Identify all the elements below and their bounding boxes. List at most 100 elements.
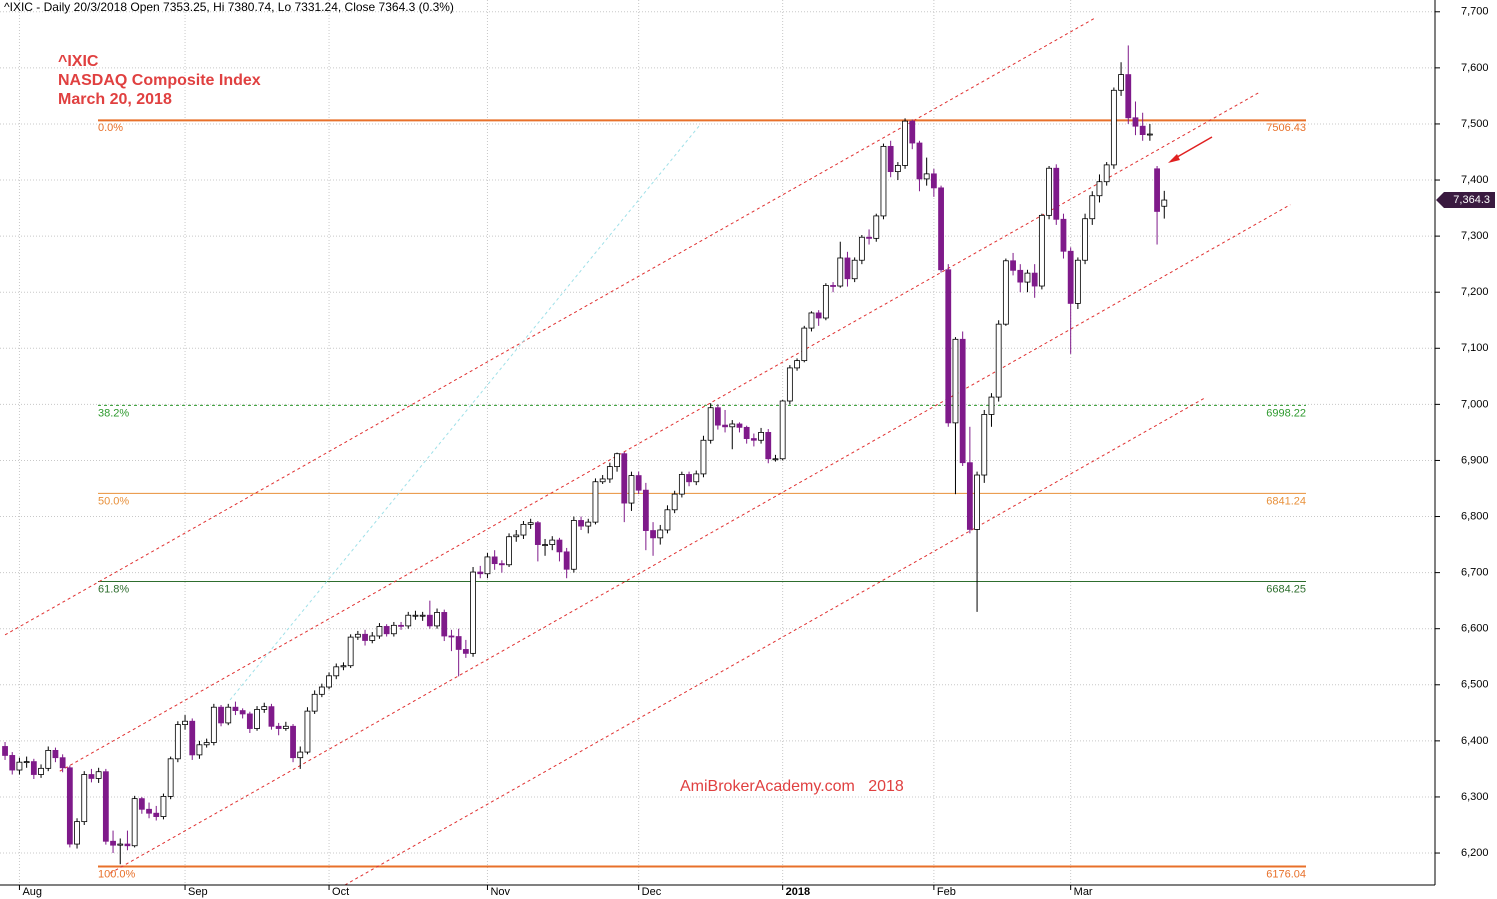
x-tick-label: Dec [642, 886, 662, 898]
candle-body [736, 423, 743, 428]
candle-body [81, 774, 88, 823]
trendline [4, 17, 1096, 636]
candle-body [822, 285, 829, 319]
candle-body [1146, 133, 1153, 136]
candle-body [1038, 214, 1045, 287]
candle-body [30, 761, 37, 775]
y-tick-label: 6,800 [1461, 510, 1489, 522]
candle-body [556, 539, 563, 553]
candle-body [894, 165, 901, 173]
candle-body [254, 709, 260, 729]
candle-body [628, 475, 635, 504]
candle-body [923, 173, 930, 180]
candle-body [297, 751, 304, 759]
candle-body [376, 626, 383, 637]
candle-body [887, 145, 894, 173]
x-tick-label: Oct [332, 886, 349, 898]
candle-body [866, 236, 872, 239]
y-tick-label: 6,500 [1461, 679, 1489, 691]
y-tick-label: 6,900 [1461, 454, 1489, 466]
candle-body [880, 145, 887, 217]
candle-body [534, 522, 541, 545]
candle-body [354, 633, 361, 638]
y-tick-label: 7,400 [1461, 174, 1489, 186]
candle-body [261, 706, 268, 710]
candle-body [678, 474, 685, 495]
y-tick-label: 6,600 [1461, 623, 1489, 635]
x-tick-label: Mar [1074, 886, 1093, 898]
fib-value: 6684.25 [1266, 583, 1306, 595]
arrow [1171, 136, 1213, 161]
last-price-tag [1436, 192, 1495, 209]
candle-body [146, 808, 152, 814]
candle-body [902, 120, 908, 166]
candle-body [830, 285, 836, 287]
fib-value: 7506.43 [1266, 122, 1306, 134]
trendline [229, 124, 701, 701]
candle-body [16, 761, 23, 771]
fib-value: 6998.22 [1266, 407, 1306, 419]
candle-body [614, 453, 620, 468]
candle-body [333, 666, 340, 677]
candle-body [621, 453, 628, 504]
candle-body [405, 614, 412, 627]
candle-body [578, 520, 584, 527]
candle-body [1074, 259, 1081, 304]
candle-body [1154, 168, 1160, 212]
candle-body [52, 749, 59, 759]
candle-body [837, 257, 844, 287]
candle-body [1067, 250, 1074, 304]
candle-body [592, 481, 599, 523]
y-tick-label: 7,100 [1461, 342, 1489, 354]
candle-body [318, 686, 325, 695]
candle-body [484, 556, 491, 575]
candle-body [916, 142, 923, 180]
candle-body [174, 724, 181, 760]
candle-body [549, 539, 556, 545]
candle-body [542, 544, 548, 546]
candle-body [671, 493, 678, 511]
candle-body [750, 438, 757, 441]
x-tick-label: 2018 [786, 886, 810, 898]
candle-body [9, 755, 16, 771]
candle-body [570, 520, 577, 570]
candle-body [743, 426, 750, 439]
candle-body [45, 749, 52, 769]
fib-value: 6176.04 [1266, 868, 1306, 880]
y-tick-label: 7,700 [1461, 6, 1489, 18]
candle-body [714, 407, 721, 426]
candle-body [189, 720, 196, 756]
y-tick-label: 6,200 [1461, 847, 1489, 859]
candle-body [347, 636, 354, 667]
candle-body [282, 725, 289, 729]
last-price-label: 7,364.3 [1453, 194, 1490, 206]
overlay-lines [4, 17, 1306, 886]
candle-body [1002, 260, 1009, 325]
candle-body [779, 400, 786, 460]
candle-body [1096, 181, 1103, 197]
candle-body [398, 624, 404, 627]
candle-body [38, 767, 44, 775]
candle-body [434, 612, 440, 627]
candle-body [470, 571, 476, 654]
candle-body [203, 742, 210, 746]
candle-body [491, 556, 498, 565]
candle-body [326, 675, 332, 688]
candle-body [844, 257, 851, 280]
candle-body [383, 626, 390, 635]
y-tick-label: 7,600 [1461, 62, 1489, 74]
fib-label: 38.2% [98, 407, 129, 419]
candle-body [1031, 272, 1038, 287]
candle-body [729, 423, 736, 428]
candle-body [700, 439, 707, 475]
y-tick-label: 6,300 [1461, 791, 1489, 803]
trendline [59, 91, 1261, 772]
candle-body [765, 432, 772, 460]
candle-body [772, 458, 779, 461]
candle-body [952, 338, 959, 424]
x-tick-label: Sep [188, 886, 208, 898]
candle-body [23, 761, 30, 764]
candle-body [462, 649, 469, 654]
candle-body [95, 771, 102, 779]
